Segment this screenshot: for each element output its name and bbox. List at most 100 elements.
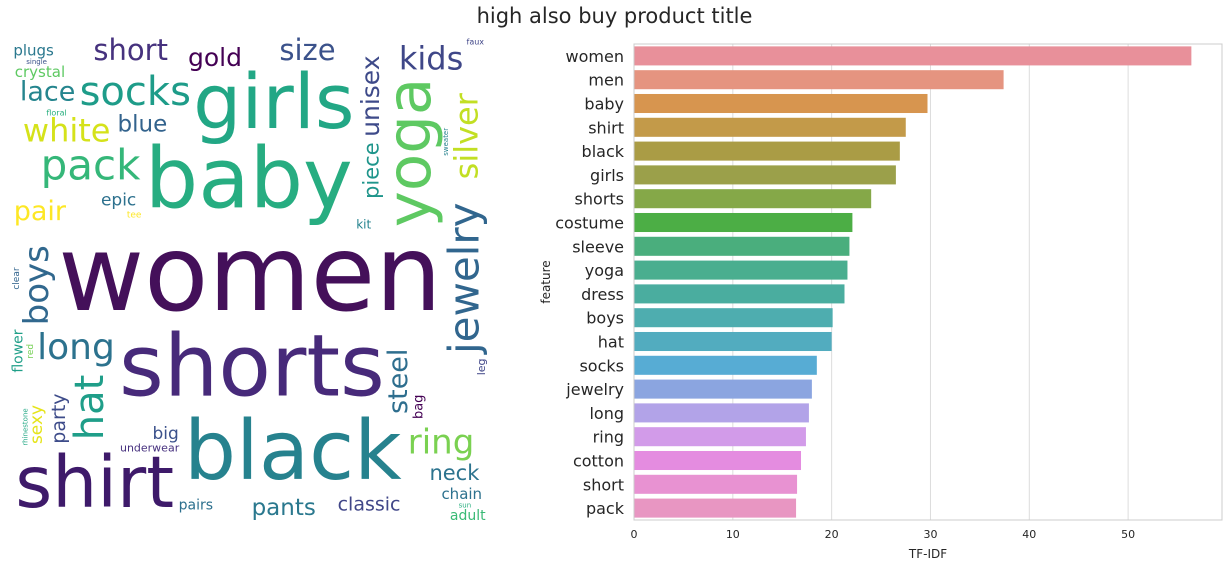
y-tick-label: pack — [586, 499, 625, 518]
cloud-word: long — [37, 327, 115, 368]
cloud-word: jewelry — [440, 203, 489, 356]
cloud-word: rhinestone — [22, 408, 30, 445]
y-tick-label: shirt — [588, 118, 624, 137]
cloud-word: chain — [441, 485, 482, 503]
cloud-word: big — [152, 424, 178, 444]
cloud-word: party — [48, 393, 70, 443]
cloud-word: floral — [46, 109, 66, 118]
cloud-word: classic — [338, 493, 401, 515]
y-tick-label: sleeve — [572, 237, 624, 256]
bar-black — [634, 141, 900, 161]
bar-hat — [634, 331, 832, 352]
cloud-word: clear — [12, 267, 22, 290]
cloud-word: leg — [475, 358, 488, 375]
cloud-word: sweater — [442, 128, 450, 156]
bar-short — [634, 474, 798, 494]
cloud-word: piece — [359, 142, 383, 199]
cloud-word: kids — [399, 40, 463, 78]
x-tick-label: 40 — [1022, 528, 1036, 541]
bar-cotton — [634, 450, 802, 471]
cloud-word: baby — [145, 130, 353, 228]
y-tick-label: dress — [581, 285, 624, 304]
cloud-word: single — [26, 58, 47, 66]
x-tick-labels: 0 10 20 30 40 50 — [631, 528, 1136, 541]
y-tick-labels: women men baby shirt black girls shorts costume… — [555, 47, 625, 518]
cloud-word: crystal — [15, 63, 65, 81]
cloud-word: underwear — [120, 442, 180, 455]
bar-ring — [634, 427, 806, 447]
cloud-word: gold — [188, 43, 242, 72]
y-tick-label: short — [583, 475, 624, 494]
cloud-word: pair — [14, 196, 67, 227]
word-cloud: womenshortsbabyblackgirlsmenshirtcostume… — [11, 36, 489, 524]
tfidf-bar-chart: women men baby shirt black girls shorts costume… — [539, 43, 1223, 561]
cloud-word: adult — [450, 508, 486, 524]
y-tick-label: boys — [586, 309, 624, 328]
cloud-word: pairs — [179, 498, 213, 514]
cloud-word: boys — [17, 245, 57, 325]
cloud-word: steel — [383, 349, 414, 414]
bar-dress — [634, 284, 845, 304]
cloud-word: lace — [20, 77, 76, 108]
bar-costume — [634, 212, 853, 233]
bar-women — [634, 46, 1192, 66]
plot-frame — [633, 43, 1223, 521]
x-tick-label: 50 — [1121, 528, 1135, 541]
cloud-word: ring — [408, 422, 475, 462]
bar-girls — [634, 165, 896, 185]
cloud-word: pack — [41, 141, 141, 190]
cloud-word: pants — [252, 495, 316, 521]
cloud-word: epic — [101, 190, 136, 210]
cloud-word: bag — [411, 395, 426, 419]
y-tick-label: women — [566, 47, 624, 66]
y-tick-label: socks — [579, 356, 624, 375]
y-tick-label: costume — [555, 214, 624, 233]
cloud-word: faux — [467, 38, 485, 47]
cloud-word: plugs — [13, 42, 54, 60]
cloud-word: white — [23, 111, 111, 149]
y-tick-label: baby — [584, 95, 624, 114]
x-tick-label: 30 — [923, 528, 937, 541]
cloud-word: flower — [11, 329, 27, 372]
cloud-word: sexy — [27, 405, 47, 444]
y-tick-label: hat — [598, 333, 624, 352]
cloud-word: neck — [429, 461, 480, 485]
y-tick-label: cotton — [573, 452, 624, 471]
bar-men — [634, 70, 1004, 90]
y-tick-label: ring — [593, 428, 624, 447]
y-tick-label: girls — [590, 166, 624, 185]
y-tick-label: jewelry — [565, 380, 624, 399]
x-axis-label: TF-IDF — [908, 547, 947, 561]
cloud-word: shirt — [15, 441, 174, 524]
cloud-word: socks — [80, 69, 191, 115]
cloud-word: sun — [459, 501, 472, 509]
cloud-word: short — [93, 36, 168, 67]
bar-shorts — [634, 189, 872, 209]
y-axis-label: feature — [539, 260, 553, 303]
cloud-word: silver — [448, 92, 486, 179]
cloud-word: tee — [127, 210, 142, 220]
cloud-word: girls — [193, 57, 354, 146]
y-tick-label: yoga — [585, 261, 624, 280]
y-tick-label: men — [588, 71, 624, 90]
y-tick-label: black — [582, 142, 625, 161]
cloud-word: kit — [356, 217, 371, 231]
bar-shirt — [634, 117, 906, 137]
bar-boys — [634, 308, 833, 328]
figure-title: high also buy product title — [476, 4, 753, 28]
cloud-word: size — [279, 36, 335, 67]
x-tick-label: 0 — [631, 528, 638, 541]
cloud-word: shorts — [119, 317, 385, 417]
bars — [634, 46, 1192, 518]
cloud-word: blue — [118, 111, 168, 137]
x-tick-label: 10 — [726, 528, 740, 541]
cloud-word: women — [58, 213, 442, 335]
x-gridlines — [633, 44, 1129, 520]
bar-long — [634, 403, 809, 423]
cloud-word: yoga — [374, 78, 445, 228]
y-tick-label: long — [589, 404, 624, 423]
y-tick-label: shorts — [575, 190, 624, 209]
bar-yoga — [634, 260, 848, 280]
cloud-word: hat — [67, 375, 113, 441]
x-tick-label: 20 — [825, 528, 839, 541]
